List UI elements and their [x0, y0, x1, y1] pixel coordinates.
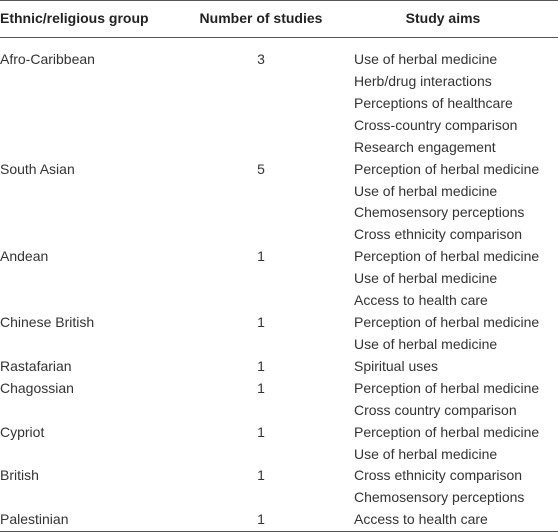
- aim-cell: Perception of herbal medicine: [354, 379, 540, 396]
- group-cell: Palestinian: [0, 511, 69, 528]
- count-cell: 1: [257, 314, 265, 331]
- count-cell: 1: [257, 511, 265, 528]
- group-cell: Chagossian: [0, 379, 74, 396]
- aim-cell: Cross ethnicity comparison: [354, 467, 523, 484]
- aim-cell: Cross country comparison: [354, 401, 517, 418]
- aim-cell: Cross-country comparison: [354, 116, 518, 133]
- count-cell: 5: [257, 160, 265, 177]
- aim-cell: Access to health care: [354, 292, 488, 309]
- aim-cell: Perception of herbal medicine: [354, 160, 540, 177]
- aim-cell: Use of herbal medicine: [354, 335, 498, 352]
- count-cell: 1: [257, 467, 265, 484]
- header-cell: Ethnic/religious group: [0, 10, 149, 26]
- aim-cell: Perceptions of healthcare: [354, 94, 513, 111]
- aim-cell: Spiritual uses: [354, 357, 439, 374]
- header-rule: [0, 37, 558, 38]
- aim-cell: Research engagement: [354, 138, 496, 155]
- group-cell: Afro-Caribbean: [0, 51, 95, 67]
- header-cell: Study aims: [405, 10, 481, 26]
- aim-cell: Perception of herbal medicine: [354, 314, 540, 331]
- count-cell: 1: [257, 248, 265, 265]
- aim-cell: Herb/drug interactions: [354, 72, 492, 89]
- group-cell: South Asian: [0, 160, 75, 177]
- aim-cell: Access to health care: [354, 511, 488, 528]
- group-cell: British: [0, 467, 39, 484]
- group-cell: Cypriot: [0, 423, 45, 440]
- aim-cell: Use of herbal medicine: [354, 51, 498, 67]
- aim-cell: Chemosensory perceptions: [354, 489, 525, 506]
- aim-cell: Use of herbal medicine: [354, 182, 498, 199]
- aim-cell: Use of herbal medicine: [354, 270, 498, 287]
- aim-cell: Use of herbal medicine: [354, 445, 498, 462]
- aim-cell: Perception of herbal medicine: [354, 248, 540, 265]
- count-cell: 1: [257, 423, 265, 440]
- aim-cell: Perception of herbal medicine: [354, 423, 540, 440]
- count-cell: 1: [257, 379, 265, 396]
- aim-cell: Cross ethnicity comparison: [354, 226, 523, 243]
- top-rule: [0, 0, 558, 1]
- count-cell: 1: [257, 357, 265, 374]
- count-cell: 3: [257, 51, 265, 67]
- header-cell: Number of studies: [199, 10, 323, 26]
- group-cell: Andean: [0, 248, 49, 265]
- group-cell: Chinese British: [0, 314, 95, 331]
- aim-cell: Chemosensory perceptions: [354, 204, 525, 221]
- group-cell: Rastafarian: [0, 357, 72, 374]
